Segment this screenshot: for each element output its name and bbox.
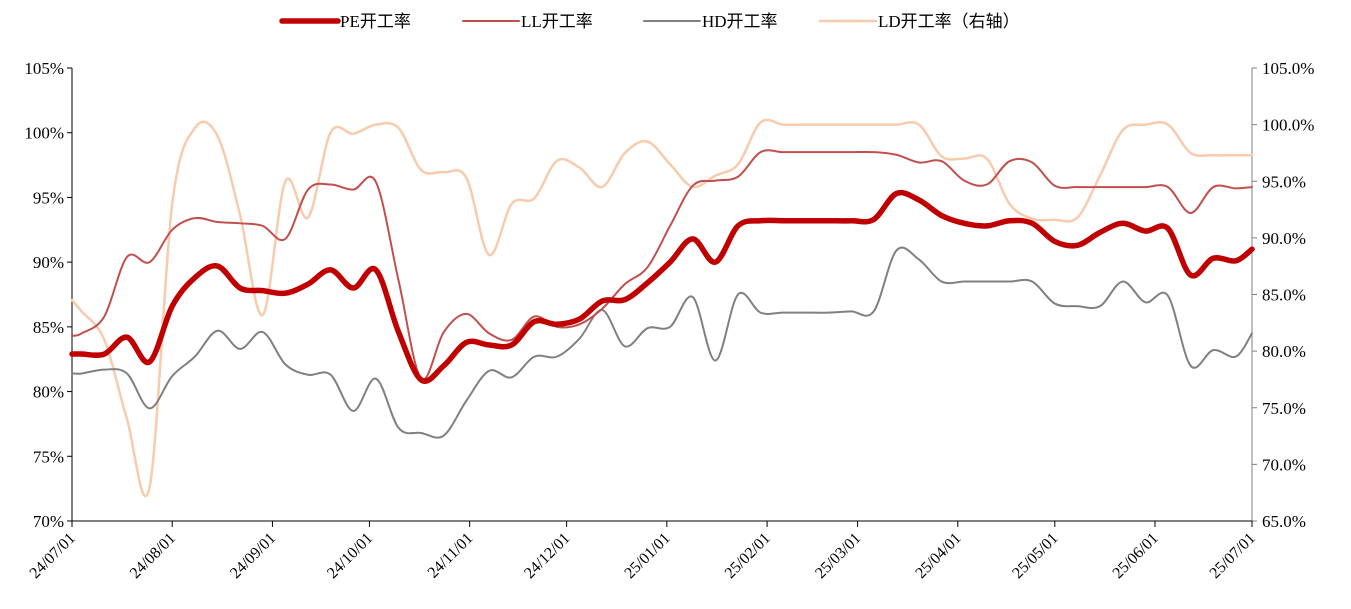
legend-label: PE开工率 xyxy=(340,12,411,31)
left-y-tick-label: 85% xyxy=(33,318,64,337)
right-y-tick-label: 100.0% xyxy=(1262,116,1314,135)
right-y-tick-label: 75.0% xyxy=(1262,399,1306,418)
right-y-tick-label: 85.0% xyxy=(1262,286,1306,305)
series-line-hd xyxy=(71,246,1253,439)
left-y-tick-label: 70% xyxy=(33,512,64,531)
right-y-tick-label: 90.0% xyxy=(1262,229,1306,248)
x-tick-label: 24/07/01 xyxy=(27,530,79,582)
right-y-tick-label: 65.0% xyxy=(1262,512,1306,531)
right-y-tick-label: 80.0% xyxy=(1262,342,1306,361)
legend-label: LL开工率 xyxy=(521,12,593,31)
x-tick-label: 24/11/01 xyxy=(425,530,477,582)
right-y-tick-label: 95.0% xyxy=(1262,172,1306,191)
series-line-ll xyxy=(71,149,1253,381)
x-tick-label: 25/06/01 xyxy=(1110,530,1162,582)
x-tick-label: 24/09/01 xyxy=(227,530,279,582)
left-y-tick-label: 75% xyxy=(33,447,64,466)
right-y-tick-label: 70.0% xyxy=(1262,455,1306,474)
x-tick-label: 25/01/01 xyxy=(621,530,673,582)
x-tick-label: 25/03/01 xyxy=(812,530,864,582)
x-tick-label: 25/04/01 xyxy=(912,530,964,582)
x-tick-label: 25/05/01 xyxy=(1009,530,1061,582)
x-tick-label: 25/07/01 xyxy=(1207,530,1259,582)
right-y-tick-label: 105.0% xyxy=(1262,59,1314,78)
legend-label: LD开工率（右轴） xyxy=(878,12,1020,31)
plot-area xyxy=(69,118,1255,498)
x-tick-label: 25/02/01 xyxy=(722,530,774,582)
x-tick-label: 24/08/01 xyxy=(127,530,179,582)
left-y-tick-label: 100% xyxy=(24,124,64,143)
series-line-pe xyxy=(69,189,1255,384)
left-y-tick-label: 80% xyxy=(33,383,64,402)
legend-label: HD开工率 xyxy=(702,12,778,31)
series-line-ld xyxy=(70,118,1254,498)
legend: PE开工率 LL开工率 HD开工率 LD开工率（右轴） xyxy=(279,12,1020,31)
left-y-tick-label: 105% xyxy=(24,59,64,78)
left-y-tick-label: 95% xyxy=(33,188,64,207)
left-y-tick-label: 90% xyxy=(33,253,64,272)
x-tick-label: 24/12/01 xyxy=(521,530,573,582)
x-tick-label: 24/10/01 xyxy=(324,530,376,582)
